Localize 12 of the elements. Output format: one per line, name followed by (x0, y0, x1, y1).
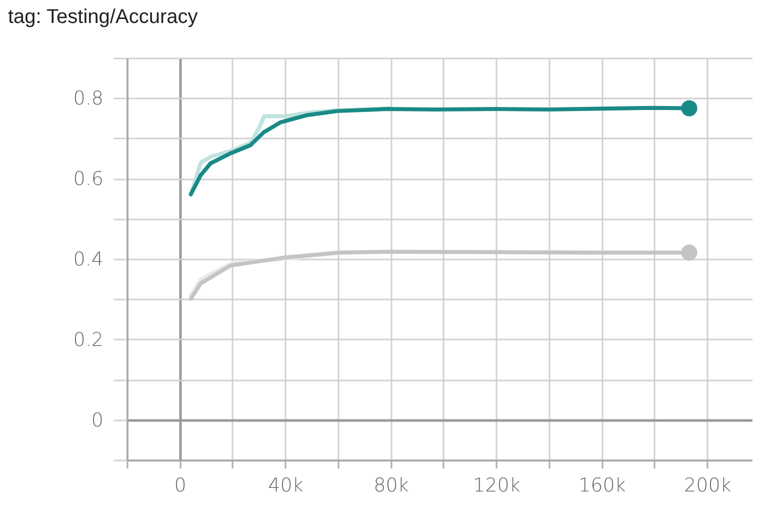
y-tick-label: 0.4 (73, 248, 104, 270)
chart-title: tag: Testing/Accuracy (8, 6, 198, 28)
x-tick-label: 80k (374, 474, 409, 496)
x-tick-label: 200k (684, 474, 732, 496)
y-tick-label: 0.6 (73, 168, 104, 190)
x-tick-label: 40k (268, 474, 304, 496)
x-tick-label: 120k (473, 474, 520, 496)
y-tick-label: 0.8 (73, 88, 104, 110)
x-tick-label: 160k (578, 474, 626, 496)
y-tick-label: 0 (91, 409, 104, 432)
y-tick-label: 0.2 (73, 328, 104, 351)
x-tick-label: 0 (174, 474, 186, 496)
